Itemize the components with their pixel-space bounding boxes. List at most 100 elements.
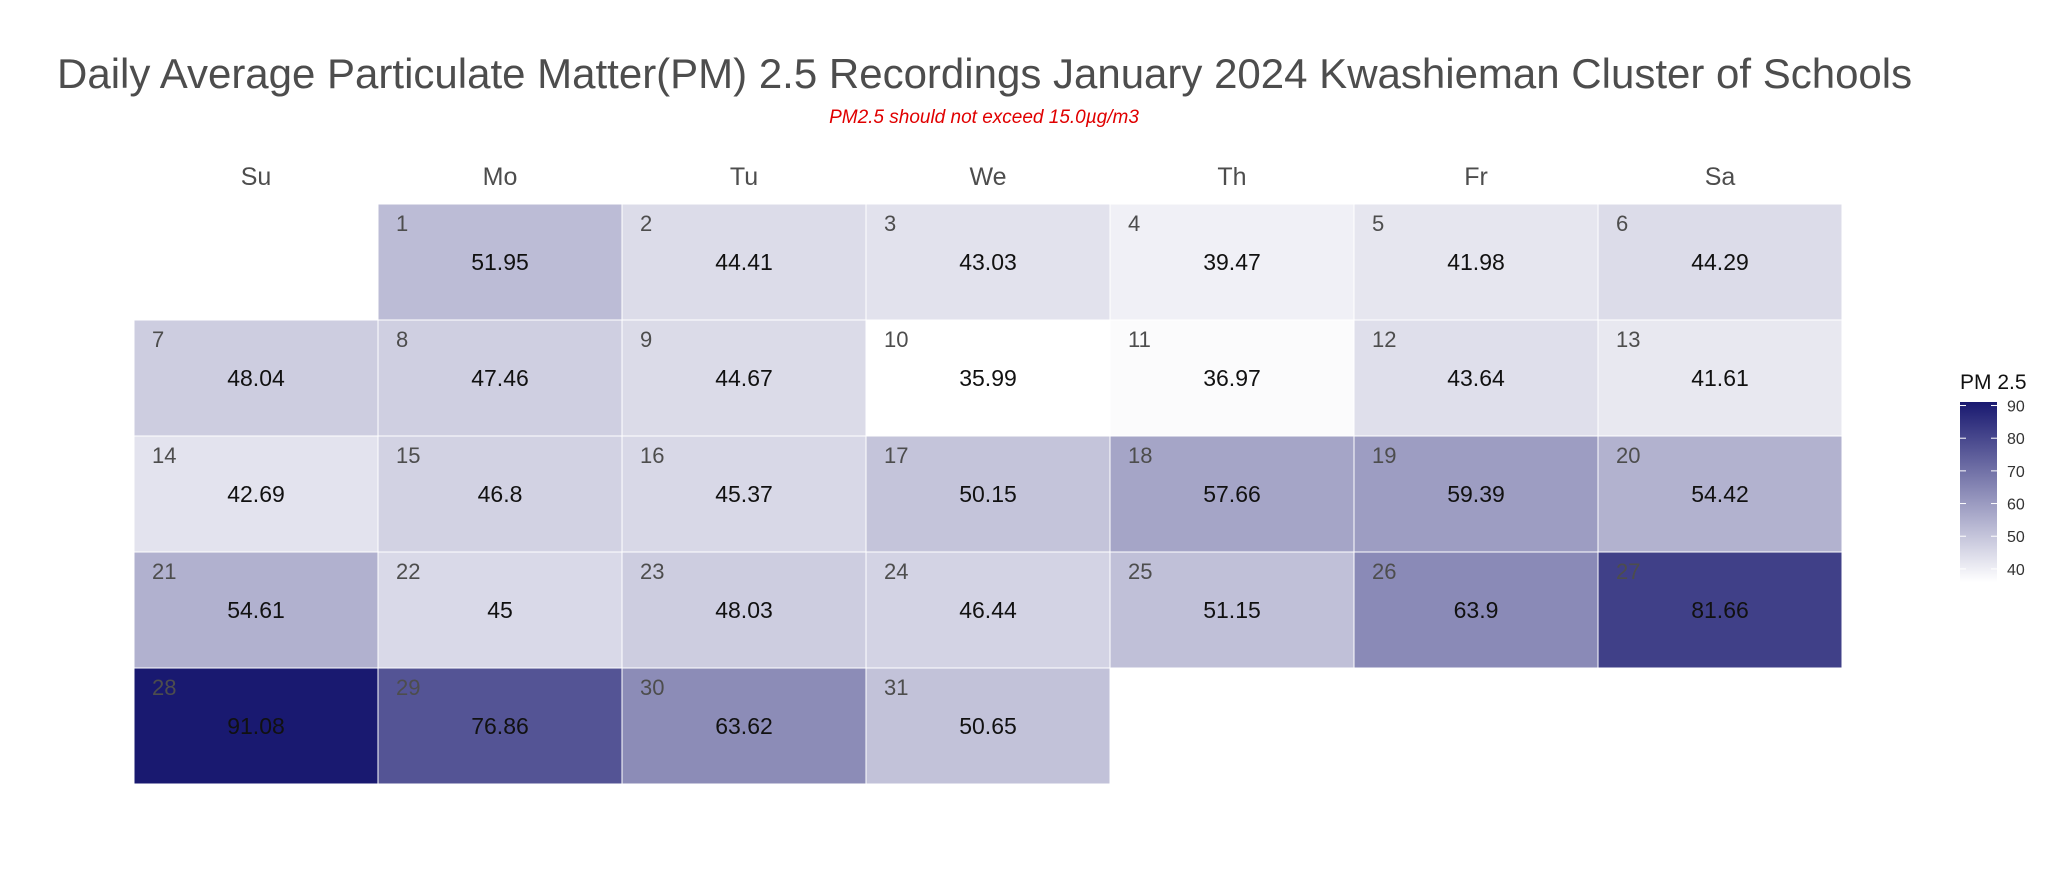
- pm25-value-label: 46.8: [478, 481, 523, 507]
- pm25-value-label: 54.42: [1691, 481, 1749, 507]
- day-number: 15: [396, 443, 420, 468]
- calendar-cell-24: 24 46.44: [865, 551, 1111, 669]
- pm25-value-label: 54.61: [227, 597, 285, 623]
- cell-fill: [377, 319, 623, 437]
- calendar-cell-14: 14 42.69: [133, 435, 379, 553]
- pm25-value-label: 46.44: [959, 597, 1017, 623]
- day-number: 30: [640, 675, 664, 700]
- cell-fill: [133, 667, 379, 785]
- day-number: 8: [396, 327, 408, 352]
- calendar-cell-20: 20 54.42: [1597, 435, 1843, 553]
- day-number: 19: [1372, 443, 1396, 468]
- pm25-value-label: 48.04: [227, 365, 285, 391]
- weekday-label-sa: Sa: [1705, 163, 1736, 191]
- calendar-cell-3: 343.03: [865, 203, 1111, 321]
- pm25-value-label: 44.67: [715, 365, 773, 391]
- day-number: 26: [1372, 559, 1396, 584]
- calendar-cell-17: 17 50.15: [865, 435, 1111, 553]
- calendar-cell-4: 439.47: [1109, 203, 1355, 321]
- calendar-cell-6: 644.29: [1597, 203, 1843, 321]
- calendar-cell-7: 748.04: [133, 319, 379, 437]
- day-number: 23: [640, 559, 664, 584]
- calendar-cell-10: 10 35.99: [865, 319, 1111, 437]
- legend-tick-label: 70: [2007, 464, 2025, 481]
- cell-fill: [1353, 551, 1599, 669]
- legend-tick-label: 50: [2007, 529, 2025, 546]
- day-number: 1: [396, 211, 408, 236]
- day-number: 22: [396, 559, 420, 584]
- legend-ticks: 40 50 60 70 80 90: [1960, 399, 2025, 579]
- calendar-cell-26: 26 63.9: [1353, 551, 1599, 669]
- calendar-cell-27: 27 81.66: [1597, 551, 1843, 669]
- cell-fill: [1109, 435, 1355, 553]
- day-number: 5: [1372, 211, 1384, 236]
- day-number: 18: [1128, 443, 1152, 468]
- chart-title: Daily Average Particulate Matter(PM) 2.5…: [57, 50, 1912, 97]
- pm25-value-label: 59.39: [1447, 481, 1505, 507]
- day-number: 16: [640, 443, 664, 468]
- calendar-cell-9: 944.67: [621, 319, 867, 437]
- chart-subtitle: PM2.5 should not exceed 15.0µg/m3: [829, 107, 1139, 128]
- cell-fill: [377, 203, 623, 321]
- calendar-cells: 151.95244.41343.03439.47541.98644.29748.…: [133, 203, 1843, 785]
- calendar-cell-5: 541.98: [1353, 203, 1599, 321]
- pm25-value-label: 47.46: [471, 365, 529, 391]
- calendar-cell-16: 16 45.37: [621, 435, 867, 553]
- legend-tick-label: 40: [2007, 562, 2025, 579]
- pm25-value-label: 51.95: [471, 249, 529, 275]
- cell-fill: [621, 435, 867, 553]
- calendar-cell-30: 30 63.62: [621, 667, 867, 785]
- legend-tick-label: 60: [2007, 497, 2025, 514]
- legend-title: PM 2.5: [1960, 371, 2027, 394]
- cell-fill: [1597, 203, 1843, 321]
- weekday-label-th: Th: [1217, 163, 1246, 191]
- legend-colorbar: [1960, 402, 1997, 582]
- legend: PM 2.5 40 50 60 70 80 90: [1960, 371, 2027, 582]
- calendar-cell-18: 18 57.66: [1109, 435, 1355, 553]
- pm25-value-label: 50.65: [959, 713, 1017, 739]
- pm25-value-label: 39.47: [1203, 249, 1261, 275]
- pm25-value-label: 43.64: [1447, 365, 1505, 391]
- cell-fill: [865, 667, 1111, 785]
- legend-tick-label: 80: [2007, 431, 2025, 448]
- cell-fill: [865, 203, 1111, 321]
- pm25-value-label: 63.9: [1454, 597, 1499, 623]
- pm25-value-label: 51.15: [1203, 597, 1261, 623]
- day-number: 7: [152, 327, 164, 352]
- pm25-value-label: 91.08: [227, 713, 285, 739]
- pm25-value-label: 44.29: [1691, 249, 1749, 275]
- calendar-cell-23: 23 48.03: [621, 551, 867, 669]
- calendar-cell-29: 29 76.86: [377, 667, 623, 785]
- pm25-value-label: 44.41: [715, 249, 773, 275]
- calendar-cell-1: 151.95: [377, 203, 623, 321]
- pm25-value-label: 76.86: [471, 713, 529, 739]
- cell-fill: [1109, 551, 1355, 669]
- day-number: 29: [396, 675, 420, 700]
- day-number: 13: [1616, 327, 1640, 352]
- cell-fill: [377, 551, 623, 669]
- day-number: 21: [152, 559, 176, 584]
- pm25-value-label: 36.97: [1203, 365, 1261, 391]
- weekday-label-su: Su: [241, 163, 272, 191]
- cell-fill: [621, 551, 867, 669]
- day-number: 31: [884, 675, 908, 700]
- cell-fill: [865, 319, 1111, 437]
- calendar-cell-2: 244.41: [621, 203, 867, 321]
- pm25-value-label: 63.62: [715, 713, 773, 739]
- calendar-cell-8: 847.46: [377, 319, 623, 437]
- day-number: 17: [884, 443, 908, 468]
- pm25-value-label: 42.69: [227, 481, 285, 507]
- weekday-label-mo: Mo: [483, 163, 518, 191]
- weekday-label-tu: Tu: [730, 163, 758, 191]
- calendar-cell-11: 11 36.97: [1109, 319, 1355, 437]
- pm25-value-label: 41.61: [1691, 365, 1749, 391]
- cell-fill: [1597, 319, 1843, 437]
- cell-fill: [133, 435, 379, 553]
- day-number: 10: [884, 327, 908, 352]
- pm25-value-label: 57.66: [1203, 481, 1261, 507]
- day-number: 12: [1372, 327, 1396, 352]
- legend-tick-label: 90: [2007, 399, 2025, 416]
- cell-fill: [377, 667, 623, 785]
- cell-fill: [1353, 435, 1599, 553]
